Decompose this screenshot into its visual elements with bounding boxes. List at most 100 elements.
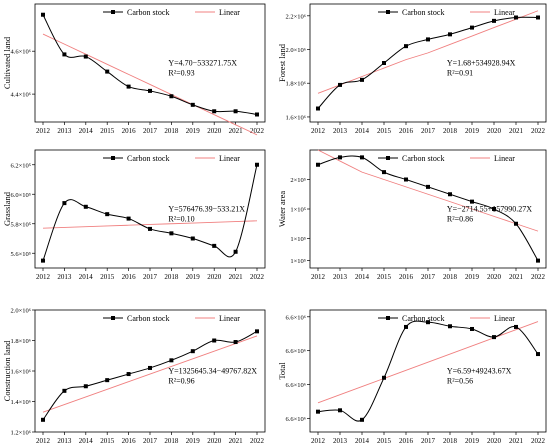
carbon-stock-point	[105, 212, 110, 217]
y-tick-label: 1×10⁵	[290, 236, 306, 243]
carbon-stock-point	[148, 226, 152, 231]
carbon-stock-point	[190, 236, 195, 241]
x-tick-label: 2014	[79, 437, 94, 445]
carbon-stock-point	[126, 372, 131, 377]
x-tick-label: 2022	[531, 127, 546, 135]
regression-equation: Y=1.68+534928.94X	[447, 58, 516, 67]
carbon-stock-point	[536, 258, 540, 263]
x-tick-label: 2012	[311, 273, 326, 281]
y-tick-label: 2.2×10⁶	[285, 13, 306, 20]
carbon-stock-point	[212, 109, 217, 114]
x-tick-label: 2014	[79, 127, 94, 135]
legend-carbon-label: Carbon stock	[402, 314, 444, 323]
chart-panel-1: 2012 2013 2014 2015 2016 2017 2018 2019 2020 2021…	[2, 3, 266, 136]
carbon-stock-point	[536, 15, 540, 20]
x-tick-label: 2022	[250, 437, 265, 445]
carbon-stock-point	[62, 388, 67, 393]
x-tick-label: 2013	[333, 437, 348, 445]
carbon-stock-point	[426, 37, 430, 42]
carbon-stock-point	[212, 338, 217, 343]
carbon-stock-point	[360, 77, 364, 82]
carbon-stock-point	[83, 204, 88, 209]
x-tick-label: 2018	[164, 437, 179, 445]
regression-equation: Y=576476.39−533.21X	[168, 204, 245, 213]
regression-equation: Y=4.70−533271.75X	[168, 58, 237, 67]
carbon-stock-point	[233, 340, 238, 345]
x-tick-label: 2018	[443, 437, 458, 445]
x-tick-label: 2015	[100, 273, 115, 281]
legend-carbon-marker	[111, 156, 115, 160]
y-tick-label: 1.6×10⁶	[285, 114, 306, 121]
x-tick-label: 2014	[79, 273, 94, 281]
y-tick-label: 1.8×10⁶	[285, 81, 306, 88]
r-squared: R²=0.93	[168, 68, 194, 77]
y-axis-label: Construction land	[2, 340, 12, 401]
y-tick-label: 2×10⁵	[290, 177, 306, 184]
r-squared: R²=0.86	[447, 214, 473, 223]
carbon-stock-point	[470, 25, 474, 30]
x-tick-label: 2012	[36, 437, 51, 445]
x-tick-label: 2021	[509, 127, 524, 135]
carbon-stock-point	[514, 15, 518, 20]
carbon-stock-point	[470, 199, 474, 204]
x-tick-label: 2015	[377, 273, 392, 281]
x-tick-label: 2012	[36, 127, 51, 135]
carbon-stock-point	[382, 170, 386, 175]
x-tick-label: 2018	[164, 127, 179, 135]
y-tick-label: 6.0×10⁵	[10, 192, 31, 199]
y-tick-label: 2.0×10⁶	[10, 308, 31, 315]
carbon-stock-point	[190, 349, 195, 354]
x-tick-label: 2022	[531, 273, 546, 281]
carbon-stock-point	[83, 384, 88, 389]
legend-carbon-marker	[111, 316, 115, 320]
legend-linear-label: Linear	[219, 154, 240, 163]
carbon-stock-point	[41, 12, 45, 17]
x-tick-label: 2019	[465, 127, 480, 135]
carbon-stock-point	[338, 155, 342, 160]
x-tick-label: 2017	[421, 127, 436, 135]
x-tick-label: 2015	[100, 127, 115, 135]
y-tick-label: 5.6×10⁵	[10, 251, 31, 258]
x-tick-label: 2014	[355, 127, 370, 135]
x-tick-label: 2021	[509, 437, 524, 445]
carbon-stock-point	[255, 329, 259, 334]
carbon-stock-point	[255, 112, 259, 117]
carbon-stock-point	[448, 32, 452, 37]
y-axis-label: Total	[277, 362, 287, 380]
carbon-stock-point	[41, 258, 45, 263]
x-tick-label: 2021	[229, 273, 244, 281]
x-tick-label: 2016	[399, 273, 414, 281]
x-tick-label: 2012	[36, 273, 51, 281]
chart-panel-3: 2012 2013 2014 2015 2016 2017 2018 2019 2020 2021…	[2, 149, 266, 281]
x-tick-label: 2020	[487, 437, 502, 445]
y-tick-label: 6.6×10⁶	[285, 382, 306, 389]
carbon-stock-point	[316, 409, 320, 414]
carbon-stock-point	[62, 201, 67, 206]
carbon-stock-point	[426, 320, 430, 325]
carbon-stock-point	[426, 184, 430, 189]
carbon-stock-point	[233, 249, 238, 254]
x-tick-label: 2021	[229, 127, 244, 135]
x-tick-label: 2016	[122, 437, 137, 445]
linear-trend-line	[317, 149, 539, 232]
x-tick-label: 2020	[207, 273, 222, 281]
regression-equation: Y=1325645.34−49767.82X	[168, 366, 257, 375]
carbon-stock-point	[382, 375, 386, 380]
carbon-stock-point	[448, 192, 452, 197]
y-tick-label: 6.2×10⁵	[10, 162, 31, 169]
carbon-stock-point	[360, 417, 364, 422]
carbon-stock-point	[255, 162, 259, 167]
y-tick-label: 1.6×10⁶	[10, 369, 31, 376]
chart-panel-4: 2012 2013 2014 2015 2016 2017 2018 2019 2020 2021…	[277, 149, 547, 281]
carbon-stock-point	[492, 18, 496, 23]
carbon-stock-point	[536, 352, 540, 357]
y-tick-label: 5.8×10⁵	[10, 221, 31, 228]
y-tick-label: 6.6×10⁶	[285, 416, 306, 423]
linear-trend-line	[42, 220, 258, 229]
x-tick-label: 2017	[143, 273, 158, 281]
x-tick-label: 2022	[531, 437, 546, 445]
legend-carbon-marker	[111, 10, 115, 14]
x-tick-label: 2019	[465, 437, 480, 445]
carbon-stock-point	[233, 109, 238, 114]
x-tick-label: 2018	[443, 127, 458, 135]
